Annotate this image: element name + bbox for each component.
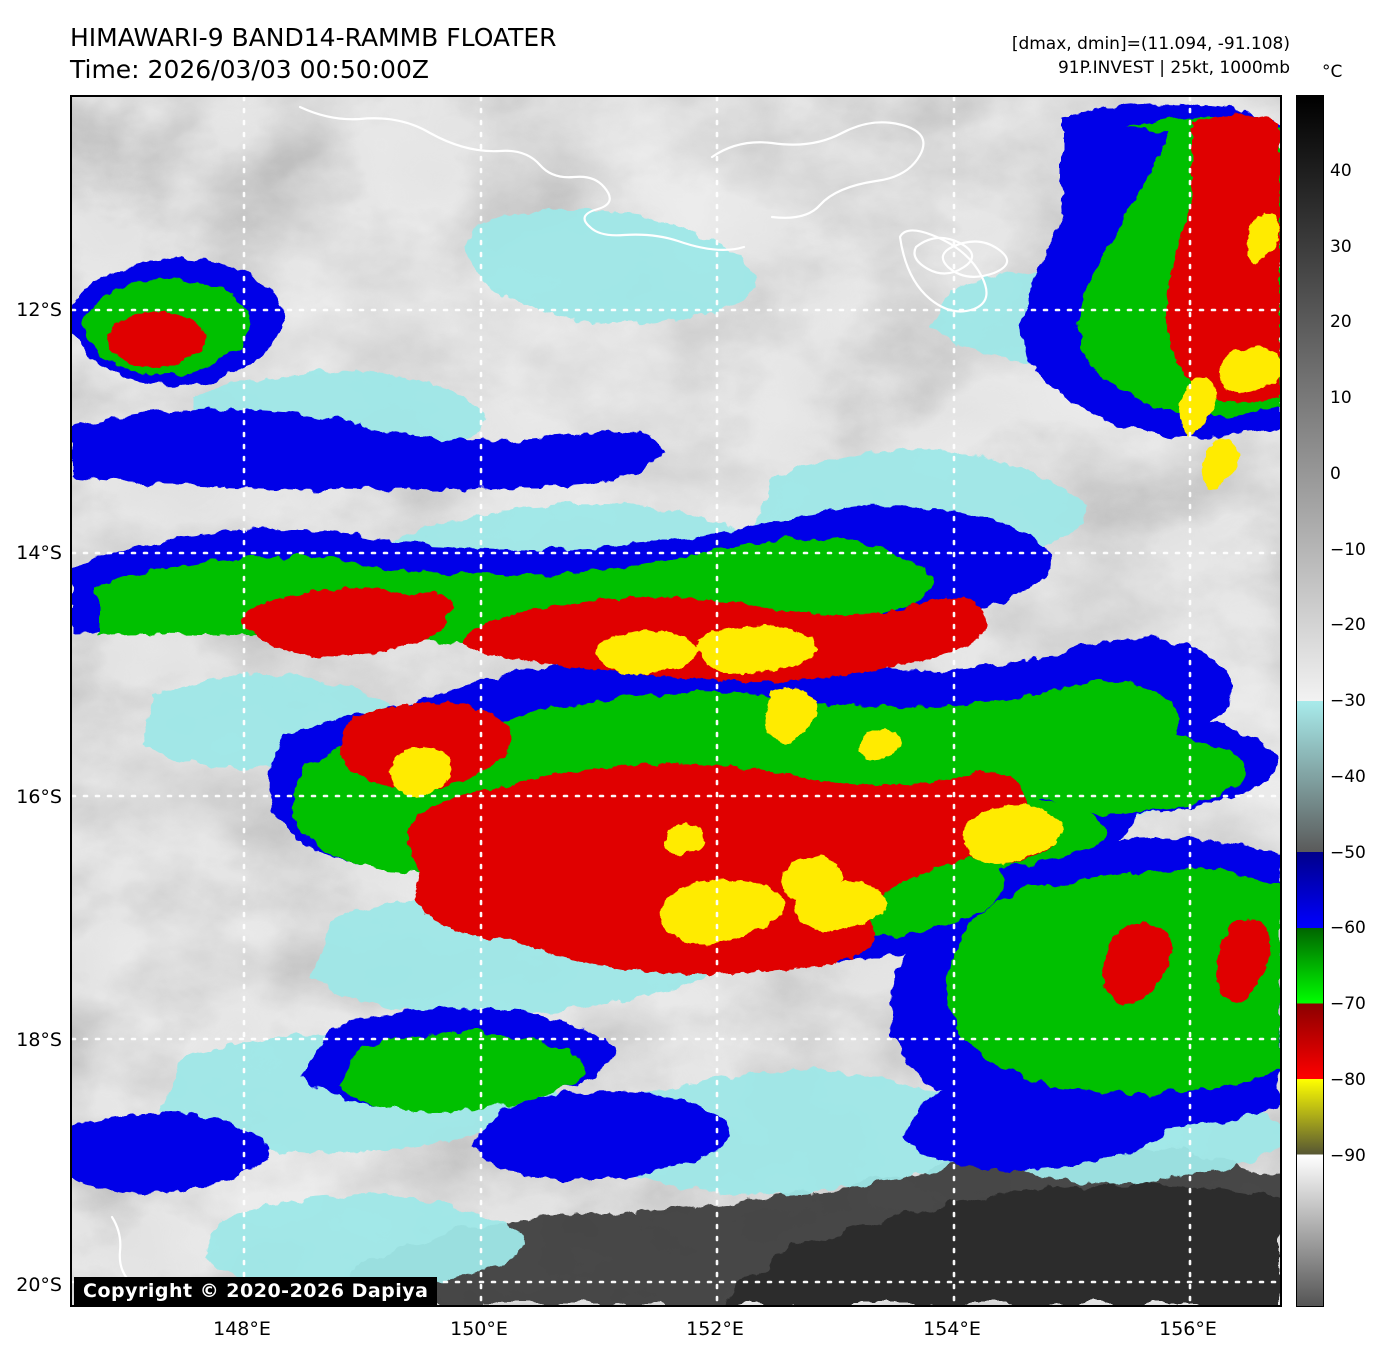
colorbar-tick-neg20: −20 <box>1330 615 1366 636</box>
satellite-canvas <box>72 97 1280 1305</box>
colorbar-tick-neg50: −50 <box>1330 842 1366 863</box>
colorbar-tick-30: 30 <box>1330 236 1352 257</box>
colorbar-tick-neg70: −70 <box>1330 994 1366 1014</box>
colorbar-tick-20: 20 <box>1330 312 1352 333</box>
lat-label-12s: 12°S <box>16 299 62 321</box>
colorbar-tick-40: 40 <box>1330 160 1352 181</box>
dminmax-label: [dmax, dmin]=(11.094, -91.108) <box>1011 34 1290 54</box>
colorbar-tick-0: 0 <box>1330 463 1341 484</box>
storm-info-label: 91P.INVEST | 25kt, 1000mb <box>1057 58 1290 78</box>
colorbar-tick-10: 10 <box>1330 388 1352 408</box>
lon-label-150e: 150°E <box>450 1318 508 1340</box>
colorbar-tick-neg60: −60 <box>1330 918 1366 939</box>
copyright-banner: Copyright © 2020-2026 Dapiya <box>74 1277 438 1306</box>
colorbar-tick-neg10: −10 <box>1330 539 1366 560</box>
page-title: HIMAWARI-9 BAND14-RAMMB FLOATER <box>70 23 557 52</box>
lon-label-156e: 156°E <box>1159 1318 1217 1340</box>
colorbar-gradient <box>1297 96 1323 1306</box>
yellow-coldest-tops-layer <box>390 214 1280 945</box>
colorbar-tick-neg40: −40 <box>1330 766 1366 787</box>
lon-label-148e: 148°E <box>213 1318 271 1340</box>
title-block: HIMAWARI-9 BAND14-RAMMB FLOATER Time: 20… <box>70 22 557 86</box>
lat-label-20s: 20°S <box>16 1274 62 1296</box>
lon-label-152e: 152°E <box>686 1318 744 1340</box>
colorbar-tick-neg80: −80 <box>1330 1069 1366 1090</box>
lat-label-14s: 14°S <box>16 542 62 564</box>
timestamp-label: Time: 2026/03/03 00:50:00Z <box>70 55 429 84</box>
colorbar[interactable] <box>1296 95 1324 1307</box>
lat-label-18s: 18°S <box>16 1029 62 1051</box>
colorbar-tick-neg30: −30 <box>1330 691 1366 711</box>
dark-land-region-2 <box>712 1182 1280 1305</box>
graticule-grid <box>72 97 1280 1305</box>
colorbar-tick-neg90: −90 <box>1330 1145 1366 1166</box>
satellite-image-plot[interactable] <box>70 95 1282 1307</box>
metadata-block: [dmax, dmin]=(11.094, -91.108) 91P.INVES… <box>1012 32 1290 80</box>
lon-label-154e: 154°E <box>923 1318 981 1340</box>
colorbar-unit-label: °C <box>1322 62 1343 82</box>
lat-label-16s: 16°S <box>16 786 62 808</box>
